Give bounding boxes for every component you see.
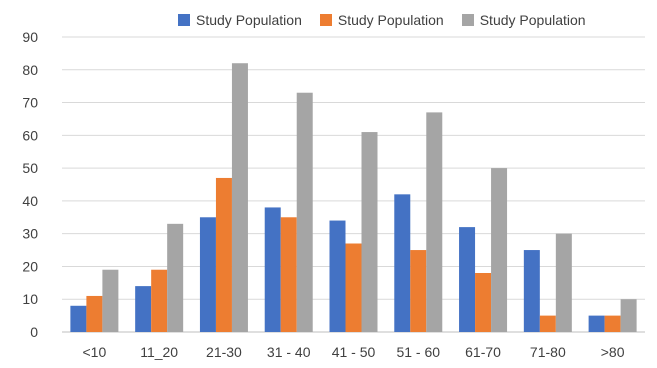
legend-item-series-2: Study Population [319,12,444,28]
bar-series-3 [361,132,378,332]
bar-series-1 [394,194,411,332]
legend-label-series-2: Study Population [337,12,444,28]
bar-series-1 [588,315,605,332]
legend-swatch-series-3 [461,14,474,26]
x-tick-label: 61-70 [465,344,501,360]
bar-series-3 [426,112,443,332]
bar-series-2 [86,295,103,332]
bar-series-2 [410,250,427,332]
bar-series-1 [264,207,281,332]
bar-series-2 [475,273,492,332]
bar-series-3 [102,269,119,332]
bar-series-3 [231,63,248,332]
x-tick-label: 21-30 [206,344,242,360]
bar-series-3 [620,299,637,332]
bar-series-1 [459,227,476,332]
legend-swatch-series-1 [178,14,190,26]
x-tick-label: 31 - 40 [267,344,311,360]
bar-series-2 [604,315,621,332]
bar-series-2 [151,269,168,332]
y-tick-label: 90 [22,29,38,45]
y-tick-label: 50 [22,160,38,176]
bar-series-2 [280,217,297,332]
legend-item-series-1: Study Population [178,12,302,28]
bar-series-1 [135,286,152,332]
bar-series-2 [539,315,556,332]
y-tick-label: 10 [22,291,38,307]
legend-label-series-1: Study Population [196,12,302,28]
x-tick-label: 11_20 [140,344,178,360]
bar-series-3 [167,223,184,332]
x-tick-label: 51 - 60 [396,344,440,360]
chart-legend: Study Population Study Population Study … [178,12,586,28]
y-tick-label: 60 [22,127,38,143]
y-tick-label: 20 [22,258,38,274]
bar-series-1 [199,217,216,332]
x-tick-label: >80 [601,344,625,360]
legend-item-series-3: Study Population [461,12,586,28]
x-tick-label: 71-80 [530,344,566,360]
bar-series-1 [70,305,87,332]
y-tick-label: 0 [30,324,38,340]
bar-series-2 [345,243,362,332]
x-tick-label: <10 [83,344,107,360]
y-tick-label: 70 [22,95,38,111]
bar-series-3 [296,92,313,332]
bar-series-3 [491,168,508,332]
bar-series-3 [555,233,572,332]
bar-series-1 [523,250,540,332]
bar-series-1 [329,220,346,332]
bar-series-2 [215,177,232,332]
legend-swatch-series-2 [319,14,332,26]
y-tick-label: 80 [22,62,38,78]
y-tick-label: 40 [22,193,38,209]
x-tick-label: 41 - 50 [332,344,376,360]
legend-label-series-3: Study Population [479,12,586,28]
y-tick-label: 30 [22,226,38,242]
